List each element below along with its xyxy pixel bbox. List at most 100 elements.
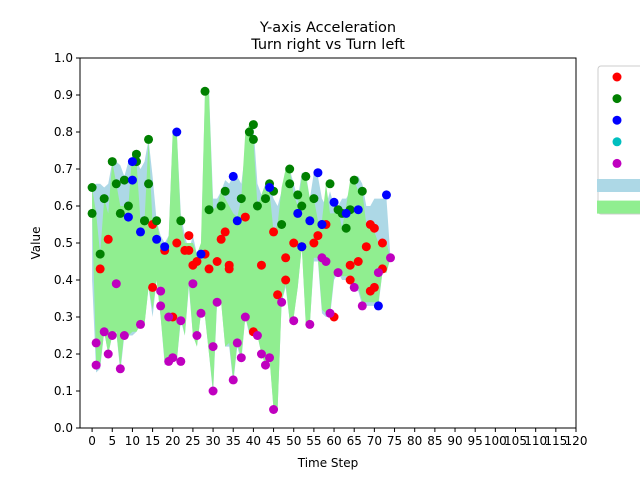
series-4-point-31 xyxy=(277,297,287,307)
series-1-point-33 xyxy=(297,201,307,211)
series-1-point-32 xyxy=(293,190,303,200)
series-4-point-24 xyxy=(236,353,246,363)
x-tick-label-23: 115 xyxy=(544,434,567,448)
x-tick-label-0: 0 xyxy=(88,434,96,448)
series-4-point-40 xyxy=(373,268,383,278)
series-0-point-11 xyxy=(192,257,202,266)
series-4-point-1 xyxy=(91,338,101,348)
series-4-point-22 xyxy=(228,375,238,385)
x-tick-label-22: 110 xyxy=(524,434,547,448)
series-1-point-18 xyxy=(204,205,214,215)
legend-marker-4 xyxy=(612,158,622,168)
series-4-point-10 xyxy=(156,286,166,296)
series-2-point-3 xyxy=(135,227,145,237)
series-2-point-12 xyxy=(297,242,307,252)
series-0-point-34 xyxy=(353,257,363,266)
series-2-point-9 xyxy=(232,216,242,226)
series-0-point-16 xyxy=(220,227,230,237)
x-tick-label-5: 25 xyxy=(185,434,200,448)
y-axis: 0.0 0.1 0.2 0.3 0.4 0.5 0.6 0.7 0.8 0.9 1.0 xyxy=(54,51,80,435)
series-4-point-8 xyxy=(135,319,145,329)
series-1-point-6 xyxy=(115,208,125,218)
series-1-point-5 xyxy=(111,179,121,189)
series-1-point-23 xyxy=(248,120,258,130)
series-0-point-0 xyxy=(95,264,105,274)
series-0-point-14 xyxy=(212,257,222,266)
series-4-point-39 xyxy=(357,301,367,311)
series-1-point-21 xyxy=(236,194,246,204)
x-tick-label-6: 30 xyxy=(205,434,220,448)
series-4-point-25 xyxy=(240,312,250,322)
series-1-point-14 xyxy=(144,134,154,144)
series-1-point-4 xyxy=(107,157,117,167)
series-4-point-3 xyxy=(103,349,113,359)
series-0-point-23 xyxy=(273,290,283,300)
series-4-point-36 xyxy=(325,308,335,318)
series-4-point-13 xyxy=(168,353,178,363)
series-0-point-15 xyxy=(216,234,226,244)
legend-patch-5 xyxy=(597,179,640,192)
series-1-point-40 xyxy=(341,223,351,233)
series-4-point-20 xyxy=(208,386,218,396)
points-layer xyxy=(87,86,395,414)
series-1-point-15 xyxy=(152,216,162,226)
series-1-point-22 xyxy=(244,127,254,137)
series-1-point-34 xyxy=(301,171,311,181)
x-tick-label-4: 20 xyxy=(165,434,180,448)
series-0-point-41 xyxy=(377,238,387,248)
series-0-point-24 xyxy=(281,253,291,263)
series-4-point-15 xyxy=(176,316,186,326)
y-tick-label-7: 0.7 xyxy=(54,162,73,176)
series-1-point-43 xyxy=(357,186,367,196)
series-2-point-11 xyxy=(293,208,303,218)
series-4-point-38 xyxy=(349,282,359,292)
series-1-point-30 xyxy=(285,164,295,174)
series-4-point-21 xyxy=(212,297,222,307)
y-tick-label-4: 0.4 xyxy=(54,273,73,287)
series-4-point-14 xyxy=(176,356,186,366)
y-tick-label-2: 0.2 xyxy=(54,347,73,361)
legend-marker-3 xyxy=(612,137,622,147)
series-0-point-21 xyxy=(256,260,266,270)
x-tick-label-17: 85 xyxy=(427,434,442,448)
series-0-point-3 xyxy=(148,282,158,292)
y-tick-label-8: 0.8 xyxy=(54,125,73,139)
series-1-point-26 xyxy=(261,194,270,204)
series-1-point-29 xyxy=(277,220,287,229)
x-axis: 0 5 10 15 20 25 30 35 40 45 50 55 60 65 70 75 80 85 90 95 10… xyxy=(88,428,587,448)
chart-title: Y-axis Acceleration xyxy=(259,20,396,36)
series-2-point-4 xyxy=(152,234,162,244)
series-4-point-0 xyxy=(91,360,101,370)
series-4-point-30 xyxy=(269,405,279,414)
x-tick-label-8: 40 xyxy=(246,434,261,448)
series-0-point-29 xyxy=(313,231,323,241)
series-1-point-7 xyxy=(119,175,129,185)
series-2-point-20 xyxy=(381,190,391,200)
series-0-point-13 xyxy=(204,264,214,274)
series-2-point-2 xyxy=(127,175,137,185)
series-0-point-19 xyxy=(240,212,250,222)
plot-area xyxy=(79,57,577,429)
series-4-point-29 xyxy=(265,353,275,363)
series-4-point-17 xyxy=(192,331,202,340)
series-1-point-3 xyxy=(99,194,109,204)
x-tick-label-15: 75 xyxy=(387,434,402,448)
series-2-point-13 xyxy=(305,216,315,226)
series-2-point-8 xyxy=(228,171,238,181)
x-tick-label-11: 55 xyxy=(306,434,321,448)
series-4-point-27 xyxy=(256,349,266,359)
series-4-point-33 xyxy=(305,319,315,329)
y-tick-label-5: 0.5 xyxy=(54,236,73,250)
y-tick-label-10: 1.0 xyxy=(54,51,73,65)
series-0-point-28 xyxy=(309,238,319,248)
series-2-point-18 xyxy=(353,205,363,215)
x-tick-label-19: 95 xyxy=(468,434,483,448)
series-1-point-25 xyxy=(252,201,262,211)
series-4-point-28 xyxy=(261,360,270,370)
series-4-point-7 xyxy=(119,331,129,340)
series-0-point-1 xyxy=(103,234,113,244)
series-4-point-6 xyxy=(115,364,125,374)
bands-layer xyxy=(92,91,391,410)
series-4-point-11 xyxy=(164,312,174,322)
